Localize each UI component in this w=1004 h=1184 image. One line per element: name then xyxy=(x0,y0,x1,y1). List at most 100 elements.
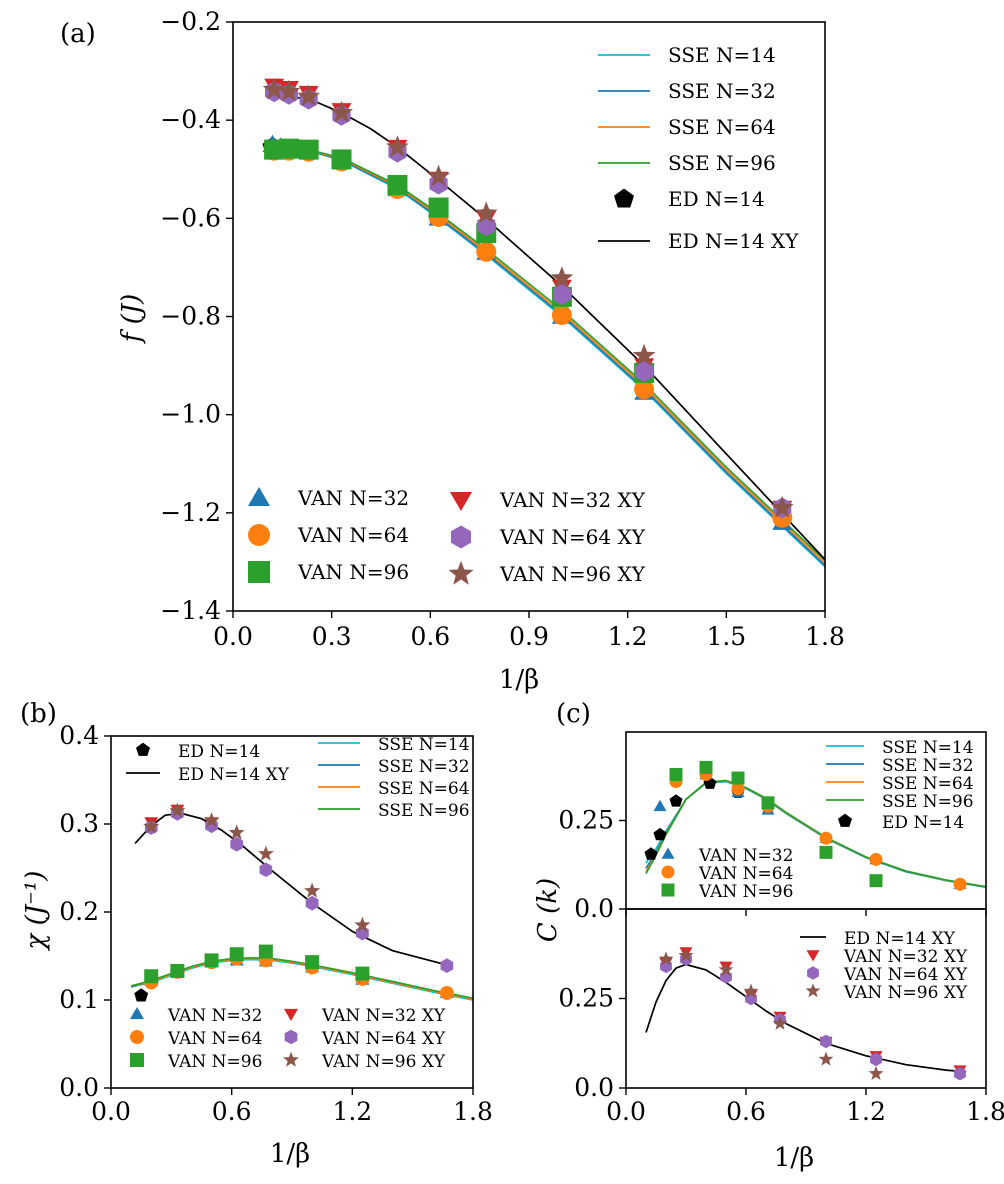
a-legend-marker-van-n-96-xy xyxy=(448,560,474,585)
c-bottom-xtick-label: 0.0 xyxy=(606,1097,646,1126)
a-series-van-n-96-xy xyxy=(262,77,794,518)
c-bottom-xtick-label: 0.6 xyxy=(726,1097,766,1126)
b-point-van-n-96 xyxy=(258,944,273,959)
c-legend-marker-van-n-96-xy xyxy=(805,983,821,998)
a-xtick-label: 1.2 xyxy=(608,622,648,651)
b-ytick-label: 0.2 xyxy=(59,897,99,926)
a-xtick-label: 0.0 xyxy=(213,622,253,651)
panel-b-xlabel: 1/β xyxy=(270,1139,310,1169)
c-legend-label-ed-n-14-xy: ED N=14 XY xyxy=(844,929,956,949)
a-point-van-n-96 xyxy=(428,197,449,218)
a-point-van-n-96 xyxy=(331,149,352,170)
panel-c-label: (c) xyxy=(556,699,591,729)
c-top-series-van-n-96 xyxy=(669,760,883,888)
c-top-point-van-n-96 xyxy=(699,760,713,774)
b-point-van-n-96 xyxy=(305,955,320,970)
c-bottom-point-van-n-96-xy xyxy=(658,951,674,966)
b-legend-marker-van-n-32-xy xyxy=(284,1008,298,1021)
a-legend-marker-van-n-64-xy xyxy=(451,525,471,549)
c-bottom-xtick-label: 1.2 xyxy=(846,1097,886,1126)
b-legend-label-ed-n-14: ED N=14 xyxy=(178,742,260,762)
b-legend-label-van-n-96-xy: VAN N=96 XY xyxy=(321,1052,446,1072)
a-ytick-label: −1.0 xyxy=(160,400,221,429)
c-top-series-sse-n-96 xyxy=(645,779,987,888)
a-legend-label-van-n-64: VAN N=64 xyxy=(297,523,409,547)
b-legend-marker-van-n-32 xyxy=(130,1007,144,1020)
c-bottom-point-van-n-96-xy xyxy=(743,983,759,998)
c-legend-label-sse-n-64: SSE N=64 xyxy=(882,774,974,794)
c-top-point-van-n-64 xyxy=(819,831,833,845)
b-legend-label-ed-n-14-xy: ED N=14 XY xyxy=(178,765,290,785)
b-point-ed-n-14 xyxy=(134,988,149,1002)
c-bottom-point-van-n-96-xy xyxy=(868,1065,884,1080)
a-point-van-n-96-xy xyxy=(386,135,409,157)
b-point-van-n-96-xy xyxy=(257,845,274,861)
a-point-van-n-96 xyxy=(387,174,408,195)
b-ytick-label: 0.1 xyxy=(59,985,99,1014)
b-legend-marker-ed-n-14 xyxy=(136,742,150,756)
a-legend-label-ed-n-14-xy: ED N=14 XY xyxy=(668,229,799,253)
a-legend-label-van-n-96-xy: VAN N=96 XY xyxy=(499,562,646,586)
b-legend-label-sse-n-96: SSE N=96 xyxy=(378,801,470,821)
c-top-line-sse-n-96 xyxy=(645,779,987,888)
b-point-van-n-96-xy xyxy=(228,824,245,840)
panel-b-legend-ed: ED N=14 ED N=14 XY xyxy=(126,742,290,785)
b-series-van-n-64-xy xyxy=(144,806,454,973)
a-xtick-label: 0.9 xyxy=(509,622,549,651)
b-point-van-n-96 xyxy=(204,953,219,968)
c-top-point-van-n-32 xyxy=(653,799,667,812)
c-legend-marker-van-n-32 xyxy=(661,847,675,859)
b-series-van-n-96 xyxy=(144,944,370,984)
b-point-van-n-96 xyxy=(229,947,244,962)
c-legend-label-sse-n-32: SSE N=32 xyxy=(882,756,974,776)
a-legend-marker-ed-n-14 xyxy=(614,188,634,208)
c-bottom-point-van-n-96-xy xyxy=(718,962,734,977)
c-legend-marker-van-n-64-xy xyxy=(807,966,819,980)
a-xtick-label: 1.8 xyxy=(805,622,845,651)
b-point-van-n-96-xy xyxy=(304,882,321,898)
c-legend-label-van-n-32: VAN N=32 xyxy=(698,846,793,866)
b-legend-label-van-n-32-xy: VAN N=32 XY xyxy=(321,1006,446,1026)
a-legend-marker-van-n-32 xyxy=(248,487,270,506)
b-legend-label-van-n-32: VAN N=32 xyxy=(167,1006,262,1026)
b-point-van-n-96 xyxy=(144,969,159,984)
a-legend-marker-van-n-32-xy xyxy=(450,492,472,511)
a-ytick-label: −0.8 xyxy=(160,302,221,331)
b-xtick-label: 1.2 xyxy=(332,1097,372,1126)
b-point-van-n-96-xy xyxy=(169,802,186,818)
panel-c: (c) 0.0 0.6 1.2 1.8 0.0 0.25 0.0 0.25 1/β C (k) SSE… xyxy=(533,699,1004,1173)
c-bottom-point-van-n-96-xy xyxy=(772,1015,788,1030)
a-legend-label-sse-n-14: SSE N=14 xyxy=(668,43,776,67)
a-xtick-label: 0.6 xyxy=(410,622,450,651)
b-line-ed-n-14-xy xyxy=(134,812,454,968)
panel-a-ylabel: f (J) xyxy=(117,294,147,345)
b-point-van-n-96 xyxy=(355,966,370,981)
c-legend-marker-van-n-32-xy xyxy=(806,950,820,962)
b-point-van-n-64 xyxy=(439,985,454,1000)
c-top-ytick-label: 0.25 xyxy=(558,806,614,835)
c-bottom-point-van-n-64-xy xyxy=(820,1034,832,1049)
c-top-point-van-n-96 xyxy=(819,845,833,859)
b-point-van-n-64-xy xyxy=(440,958,454,973)
a-ytick-label: −0.6 xyxy=(160,203,221,232)
panel-a-legend-bottom: VAN N=32 VAN N=64 VAN N=96 VAN N=32 XY VAN N… xyxy=(248,486,646,586)
b-legend-label-sse-n-32: SSE N=32 xyxy=(378,757,470,777)
a-point-van-n-96-xy xyxy=(330,100,353,123)
b-legend-marker-van-n-96 xyxy=(130,1053,144,1067)
panel-a-label: (a) xyxy=(60,19,96,49)
a-point-van-n-96-xy xyxy=(277,79,301,102)
panel-a: (a) 0.0 0.3 0.6 0.9 1.2 1.5 1.8 −1.4 −1.2 −1.0 −0.8… xyxy=(60,7,845,695)
c-top-ytick-label: 0.0 xyxy=(574,894,614,923)
b-point-van-n-96-xy xyxy=(203,812,220,828)
a-series-van-n-32-xy xyxy=(264,78,793,518)
a-point-van-n-96-xy xyxy=(297,84,321,107)
b-series-ed-n-14-xy xyxy=(134,812,454,968)
b-series-sse-n-96 xyxy=(130,956,474,1000)
a-ytick-label: −1.4 xyxy=(160,596,221,625)
panel-a-xlabel: 1/β xyxy=(499,665,539,695)
a-legend-label-sse-n-32: SSE N=32 xyxy=(668,79,776,103)
c-top-point-van-n-96 xyxy=(669,767,683,781)
a-legend-marker-van-n-96 xyxy=(248,561,270,583)
c-top-point-van-n-96 xyxy=(731,771,745,785)
